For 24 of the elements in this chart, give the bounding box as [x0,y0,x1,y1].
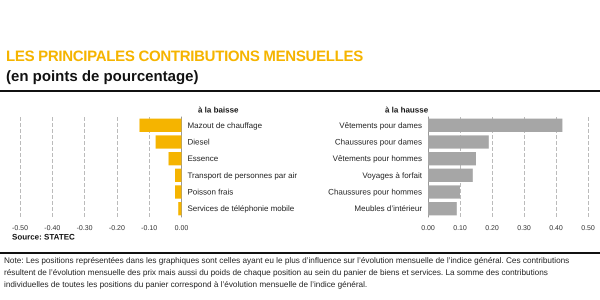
bar [428,185,460,199]
y-tick-label: Essence [187,154,219,164]
text: (en points de pourcentage) [6,68,199,85]
y-tick-label: Chaussures pour dames [334,138,422,146]
chart-title: à la hausse [385,106,429,114]
text: à la baisse [198,106,240,114]
y-tick-label: Poisson frais [187,188,234,196]
bar [428,152,476,166]
y-tick-label: Services de téléphonie mobile [187,204,295,214]
y-tick-label: Vêtements pour dames [339,120,422,130]
bar [428,135,489,149]
y-tick-label: Transport de personnes par air [187,170,298,180]
bar [428,168,473,182]
text: Note: Les positions représentées dans les graphiques sont celles ayant eu le plus d’influence sur l’évolution mensuelle de l’indice général. Ces contributions résultent de l’évolution mensuelle des prix mais aussi du poids de chaque position au sein du panier de biens et services. La somme des contributions individuelles de toutes les positions du panier correspond à l’évolution mensuelle de l’indice général. [4,255,570,291]
y-tick-label: Voyages à forfait [362,170,423,180]
y-tick-label: Mazout de chauffage [187,120,263,130]
y-tick-label: Chaussures pour hommes [328,188,422,196]
y-tick-label: Meubles d’intérieur [354,204,422,214]
bar [428,118,562,132]
y-tick-label: Diesel [187,138,210,146]
y-tick-label: Vêtements pour hommes [332,154,422,164]
text: LES PRINCIPALES CONTRIBUTIONS MENSUELLES [6,48,363,65]
source-note: Source: STATEC [12,232,76,242]
bar [428,202,457,216]
